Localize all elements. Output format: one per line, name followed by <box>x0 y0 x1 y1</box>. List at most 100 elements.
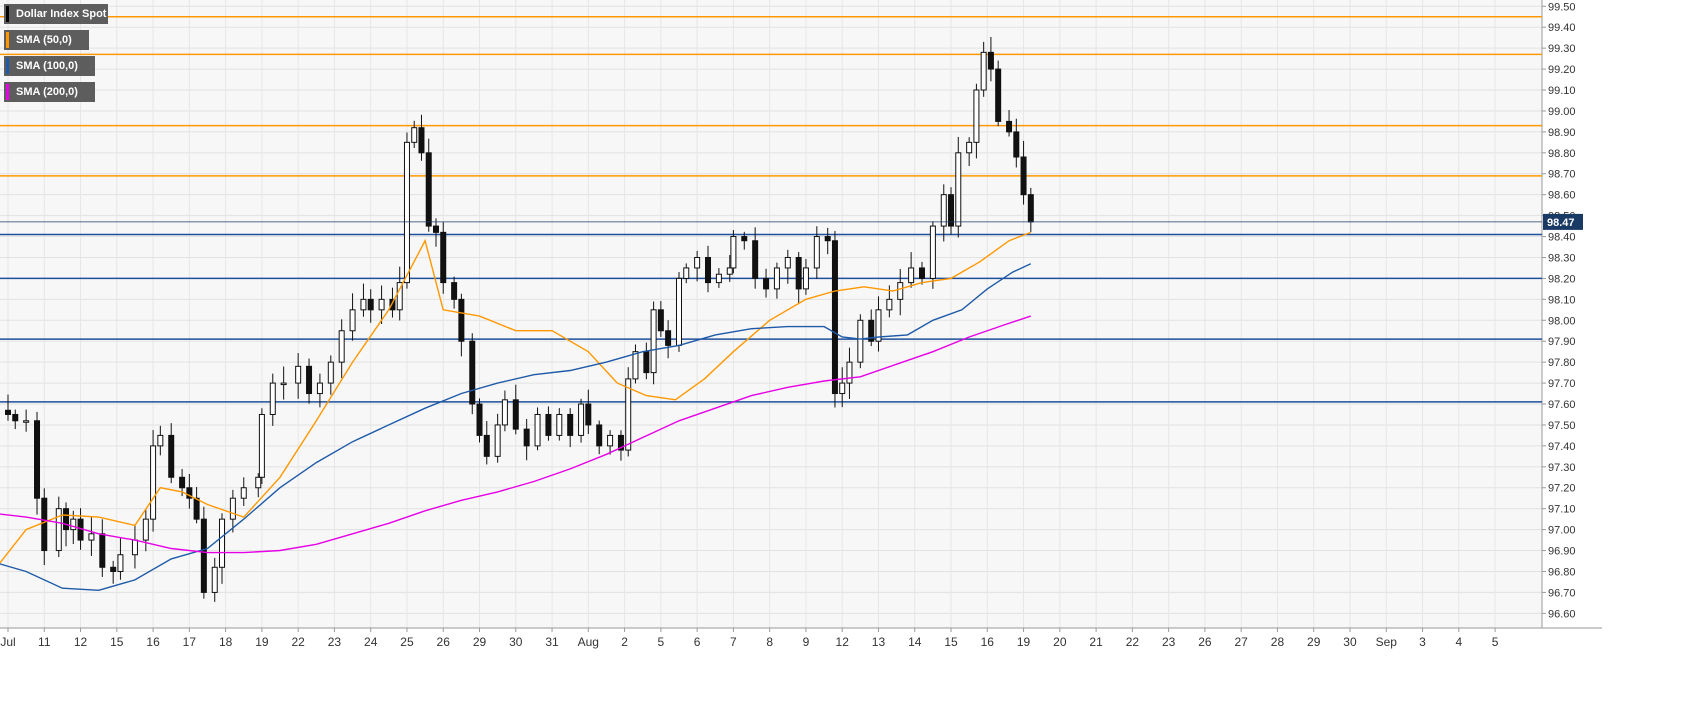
candle <box>168 423 175 484</box>
candle-body-up <box>501 399 508 426</box>
candle-body-up <box>578 403 585 436</box>
x-tick-label: Sep <box>1376 635 1398 649</box>
candle-body-up <box>211 566 218 593</box>
candle <box>908 252 915 288</box>
candle-body-down <box>868 319 875 342</box>
candle-body-down <box>99 533 106 568</box>
y-tick-label: 96.60 <box>1548 608 1576 620</box>
legend-label-price: Dollar Index Spot <box>16 8 107 20</box>
x-tick-label: 11 <box>38 635 51 649</box>
candle <box>730 230 737 274</box>
y-tick-label: 98.10 <box>1548 294 1576 306</box>
candle-body-up <box>846 361 853 384</box>
candle <box>418 114 425 161</box>
candle-body-up <box>683 267 690 279</box>
x-tick-label: 12 <box>836 635 850 649</box>
candle-body-down <box>617 434 624 451</box>
x-tick-label: 15 <box>110 635 124 649</box>
candle-body-down <box>995 68 1002 122</box>
x-tick-label: 30 <box>1343 635 1357 649</box>
candle <box>501 390 508 432</box>
candlesticks <box>5 36 1034 602</box>
x-tick-label: Aug <box>578 635 599 649</box>
legend-label-sma50: SMA (50,0) <box>16 34 72 46</box>
y-tick-label: 97.80 <box>1548 357 1576 369</box>
candle <box>512 384 519 435</box>
x-tick-label: 16 <box>146 635 160 649</box>
x-tick-label: 26 <box>1198 635 1212 649</box>
candle-body-up <box>556 413 563 436</box>
candle-body-up <box>131 539 138 556</box>
candle <box>987 36 994 82</box>
x-tick-label: 22 <box>291 635 305 649</box>
candle-body-up <box>403 141 410 284</box>
candle <box>5 394 11 421</box>
candle <box>929 221 936 289</box>
x-tick-label: 3 <box>1419 635 1426 649</box>
candle-body-down <box>795 256 802 290</box>
x-tick-label: 9 <box>803 635 810 649</box>
candle-body-up <box>929 225 936 279</box>
candle-body-down <box>306 365 313 395</box>
candle-body-down <box>5 409 11 415</box>
candle-body-up <box>229 497 236 520</box>
candle-body-up <box>534 413 541 447</box>
y-tick-label: 98.40 <box>1548 232 1576 244</box>
candle-body-up <box>607 434 614 447</box>
candle-body-down <box>705 256 712 284</box>
candle <box>55 496 62 557</box>
y-tick-label: 97.00 <box>1548 525 1576 537</box>
x-tick-label: 24 <box>364 635 378 649</box>
y-tick-label: 99.10 <box>1548 85 1576 97</box>
candle <box>897 268 904 316</box>
y-tick-label: 99.20 <box>1548 64 1576 76</box>
candle-body-up <box>240 487 247 499</box>
x-tick-label: 27 <box>1235 635 1249 649</box>
x-tick-label: 21 <box>1089 635 1103 649</box>
x-tick-label: 19 <box>255 635 269 649</box>
candle-body-down <box>168 434 175 478</box>
legend-swatch-price <box>6 6 9 22</box>
candle <box>752 227 759 289</box>
candle <box>117 538 124 580</box>
candle-body-down <box>763 277 770 290</box>
price-levels <box>0 15 1542 403</box>
candle <box>763 268 770 298</box>
y-tick-label: 97.30 <box>1548 462 1576 474</box>
candle <box>396 266 403 321</box>
candle <box>451 276 458 309</box>
legend-item-sma50: SMA (50,0) <box>4 30 89 50</box>
legend-item-sma100: SMA (100,0) <box>4 56 95 76</box>
candle-body-up <box>813 236 820 269</box>
legend-item-sma200: SMA (200,0) <box>4 82 95 102</box>
x-tick-label: 19 <box>1017 635 1031 649</box>
candle <box>683 263 690 284</box>
candle <box>973 83 980 159</box>
candle-body-down <box>1006 120 1013 133</box>
candle <box>625 367 632 457</box>
y-tick-label: 97.90 <box>1548 336 1576 348</box>
grid-lines <box>0 0 1542 628</box>
y-tick-label: 96.90 <box>1548 546 1576 558</box>
candle-body-down <box>440 231 447 284</box>
candle-body-down <box>665 330 672 346</box>
candle-body-up <box>88 533 95 541</box>
candle <box>403 132 410 289</box>
x-tick-label: 15 <box>944 635 958 649</box>
candle-body-up <box>955 152 962 227</box>
candle-body-down <box>425 152 432 227</box>
candle-body-up <box>218 518 225 568</box>
candle <box>458 293 465 357</box>
y-tick-label: 97.40 <box>1548 441 1576 453</box>
candle <box>813 226 820 279</box>
candle <box>142 509 149 552</box>
candle-body-down <box>831 240 838 395</box>
candle-body-up <box>650 309 657 374</box>
candle-body-up <box>295 365 302 384</box>
candle <box>556 408 563 441</box>
candle <box>211 557 218 602</box>
candle <box>229 489 236 533</box>
candle <box>578 398 585 443</box>
candle-body-up <box>940 194 947 227</box>
